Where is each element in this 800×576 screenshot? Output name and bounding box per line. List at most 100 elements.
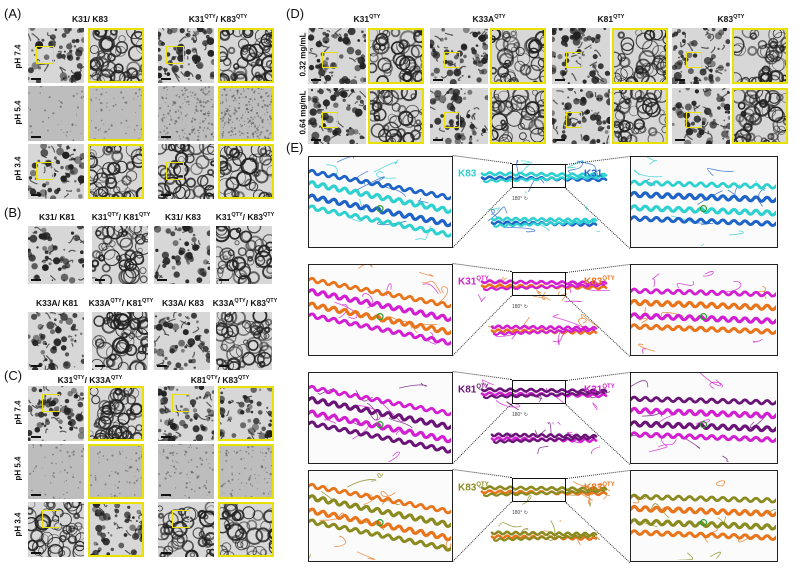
panel-label-c: (C) (4, 368, 23, 383)
panel-e-selection-box-1 (512, 164, 566, 188)
panel-d-tem-r2-g1 (308, 88, 366, 144)
scale-bar (311, 139, 321, 141)
panel-e-right-protein-label-3: K31QTY (584, 384, 615, 396)
panel-c-tem-r2-c3 (158, 444, 214, 499)
panel-c-row-label-ph74: pH 7.4 (13, 400, 23, 425)
panel-e-bundle-front-1 (478, 156, 610, 206)
highlight-box (686, 112, 702, 128)
panel-b-header-r2-c3: K33A/ K83 (161, 298, 205, 308)
panel-a-row-label-ph74: pH 7.4 (13, 44, 23, 69)
panel-e-bundle-rotated-3 (488, 415, 604, 461)
panel-e-left-zoom-1 (308, 156, 453, 248)
panel-a-tem-r3-c2 (88, 144, 144, 199)
panel-b-header-r2-c1: K33A/ K81 (35, 298, 79, 308)
panel-b-tem-r2-c1 (28, 312, 84, 370)
rotation-label: 180° ↻ (512, 412, 528, 418)
scale-bar (219, 279, 229, 281)
panel-e-right-protein-label-1: K31 (584, 168, 603, 180)
panel-d-zoom-r2-g1 (368, 88, 424, 144)
panel-a-tem-r2-c1 (28, 86, 84, 141)
scale-bar (161, 194, 171, 196)
panel-c-tem-r1-c2 (88, 386, 144, 441)
panel-b-header-r2-c2: K33AQTY/ K81QTY (88, 298, 154, 308)
panel-e-right-protein-label-2: K83QTY (584, 276, 615, 288)
panel-label-b: (B) (4, 205, 22, 220)
panel-a-tem-r1-c4 (218, 28, 274, 83)
panel-c-tem-r3-c4 (218, 502, 274, 557)
highlight-box (566, 112, 582, 128)
panel-c-col2-header: K81QTY/ K83QTY (190, 375, 250, 385)
panel-e-bundle-front-3 (478, 376, 613, 421)
panel-e-bundle-rotated-1 (482, 198, 616, 238)
panel-label-a: (A) (4, 6, 22, 21)
scale-bar (31, 194, 41, 196)
scale-bar (95, 279, 105, 281)
scale-bar (219, 365, 229, 367)
panel-a-tem-r1-c1 (28, 28, 84, 83)
highlight-box (566, 52, 582, 68)
panel-d-tem-r1-g4 (672, 28, 730, 84)
highlight-box (166, 46, 184, 64)
panel-d-header-2: K33AQTY (472, 14, 506, 24)
panel-a-col1-header: K31/ K83 (72, 14, 108, 24)
scale-bar (161, 552, 171, 554)
panel-b-header-r1-c3: K31/ K83 (165, 212, 201, 222)
panel-d-header-1: K31QTY (353, 14, 381, 24)
panel-d-row-label-032: 0.32 mg/mL (298, 32, 308, 77)
panel-e-left-zoom-4 (308, 470, 453, 562)
scale-bar (157, 279, 167, 281)
scale-bar (31, 136, 41, 138)
panel-e-left-protein-label-1: K83 (458, 168, 477, 180)
panel-c-tem-r1-c4 (218, 386, 274, 441)
panel-a-tem-r2-c4 (218, 86, 274, 141)
panel-a-tem-r1-c3 (158, 28, 214, 83)
scale-bar (31, 365, 41, 367)
panel-e-right-zoom-4 (630, 470, 778, 562)
scale-bar (157, 365, 167, 367)
panel-b-header-r1-c4: K31QTY/ K83QTY (215, 212, 275, 222)
panel-a-tem-r1-c2 (88, 28, 144, 83)
panel-d-tem-r1-g2 (430, 28, 488, 84)
panel-c-tem-r3-c2 (88, 502, 144, 557)
scale-bar (161, 78, 171, 80)
panel-d-zoom-r2-g2 (490, 88, 546, 144)
panel-e-right-zoom-3 (630, 372, 778, 464)
highlight-box (322, 112, 338, 128)
panel-e-bundle-front-2 (474, 268, 616, 305)
panel-d-zoom-r1-g4 (732, 28, 788, 84)
highlight-box (166, 162, 184, 180)
highlight-box (172, 394, 190, 412)
scale-bar (555, 139, 565, 141)
panel-b-tem-r1-c1 (28, 226, 84, 284)
panel-b-header-r1-c2: K31QTY/ K81QTY (91, 212, 151, 222)
panel-e-left-zoom-2 (308, 264, 453, 356)
scale-bar (161, 436, 171, 438)
panel-e-left-protein-label-4: K83QTY (458, 482, 489, 494)
panel-c-col1-header: K31QTY/ K33AQTY (57, 375, 123, 385)
panel-d-zoom-r1-g3 (612, 28, 668, 84)
panel-e-selection-box-2 (512, 272, 566, 296)
panel-b-header-r1-c1: K31/ K81 (39, 212, 75, 222)
panel-d-tem-r2-g2 (430, 88, 488, 144)
panel-e-left-protein-label-2: K31QTY (458, 276, 489, 288)
panel-b-tem-r2-c2 (92, 312, 148, 370)
panel-d-header-3: K81QTY (597, 14, 625, 24)
highlight-box (686, 52, 702, 68)
panel-e-left-zoom-3 (308, 372, 453, 464)
panel-e-bundle-rotated-2 (484, 311, 600, 346)
panel-c-tem-r2-c2 (88, 444, 144, 499)
scale-bar (95, 365, 105, 367)
scale-bar (555, 79, 565, 81)
highlight-box (42, 394, 60, 412)
rotation-label: 180° ↻ (512, 510, 528, 516)
panel-a-tem-r3-c3 (158, 144, 214, 199)
panel-b-tem-r2-c4 (216, 312, 272, 370)
panel-c-tem-r3-c3 (158, 502, 214, 557)
panel-e-selection-box-4 (512, 478, 566, 502)
panel-c-tem-r3-c1 (28, 502, 84, 557)
panel-e-bundle-rotated-4 (488, 512, 611, 552)
panel-d-zoom-r2-g4 (732, 88, 788, 144)
scale-bar (31, 78, 41, 80)
rotation-label: 180° ↻ (512, 304, 528, 310)
panel-d-row-label-064: 0.64 mg/mL (298, 90, 308, 135)
